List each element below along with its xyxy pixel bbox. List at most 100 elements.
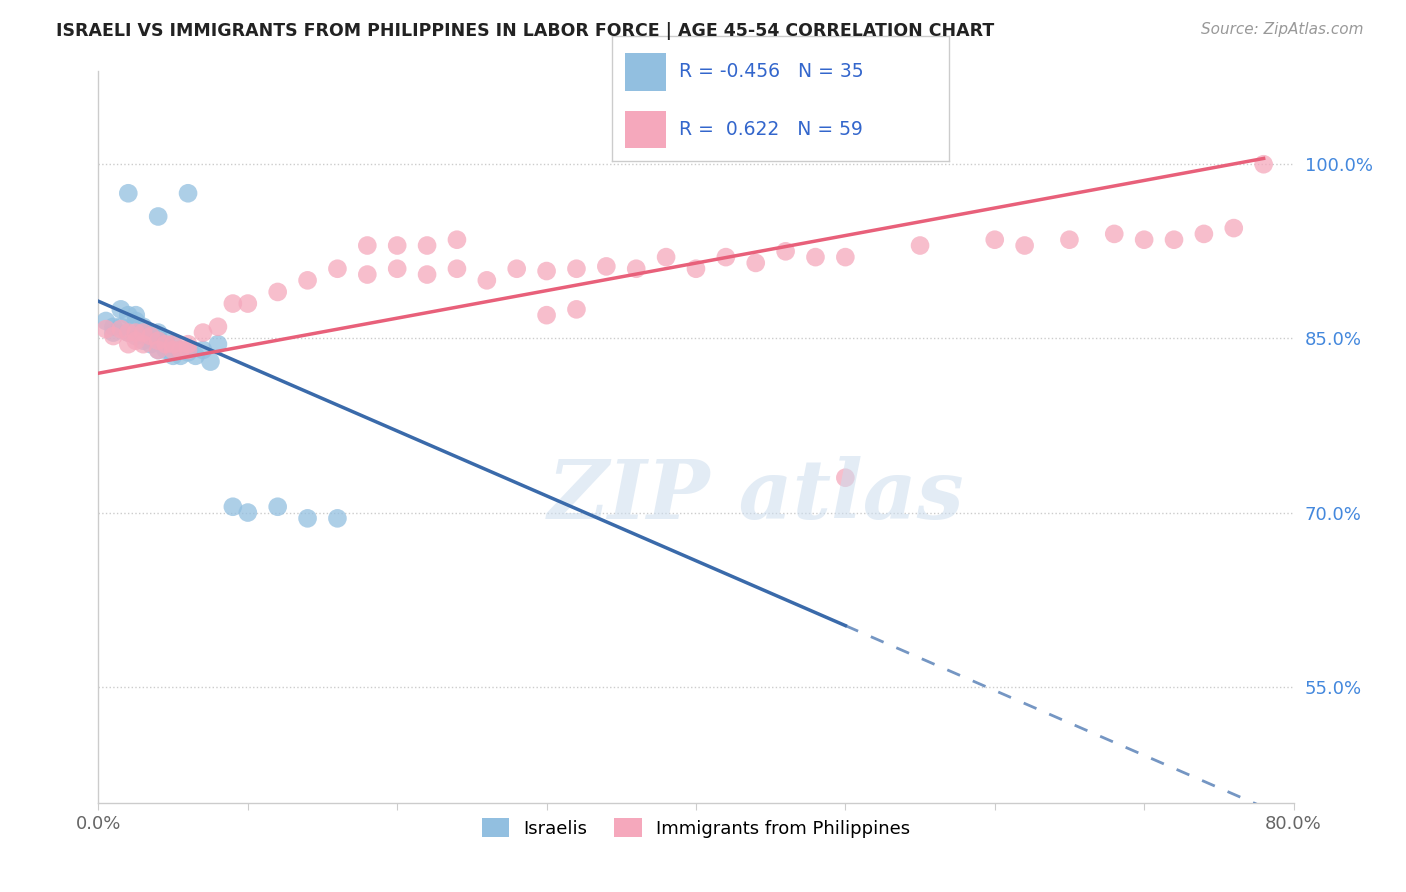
Point: [155, 337, 177, 351]
Point: [1223, 221, 1246, 235]
Point: [148, 343, 170, 357]
Point: [356, 268, 378, 282]
Point: [125, 326, 148, 340]
Point: [385, 238, 409, 252]
Point: [1163, 233, 1185, 247]
Point: [169, 343, 191, 357]
Point: [103, 319, 125, 334]
Point: [1253, 157, 1275, 171]
Point: [139, 337, 162, 351]
Point: [110, 322, 132, 336]
Point: [139, 326, 162, 340]
Point: [1192, 227, 1215, 241]
Point: [191, 343, 214, 357]
Point: [184, 349, 207, 363]
Point: [125, 308, 148, 322]
Point: [191, 326, 214, 340]
Point: [117, 326, 139, 340]
Point: [177, 186, 200, 201]
Point: [155, 334, 177, 348]
Text: R =  0.622   N = 59: R = 0.622 N = 59: [679, 120, 863, 139]
Text: Source: ZipAtlas.com: Source: ZipAtlas.com: [1201, 22, 1364, 37]
Point: [103, 329, 125, 343]
Point: [595, 260, 617, 274]
Point: [148, 331, 170, 345]
Point: [745, 256, 768, 270]
Point: [103, 326, 125, 340]
Point: [267, 500, 290, 514]
Point: [506, 261, 529, 276]
Point: [162, 337, 184, 351]
Point: [297, 511, 319, 525]
Point: [125, 334, 148, 348]
Point: [536, 308, 558, 322]
Text: R = -0.456   N = 35: R = -0.456 N = 35: [679, 62, 863, 81]
Point: [267, 285, 290, 299]
Point: [626, 261, 648, 276]
Point: [834, 250, 856, 264]
Point: [148, 326, 170, 340]
Point: [94, 322, 117, 336]
Point: [117, 337, 139, 351]
Bar: [626, 111, 665, 148]
Point: [169, 349, 191, 363]
Point: [775, 244, 797, 259]
Point: [984, 233, 1007, 247]
Point: [162, 337, 184, 351]
Point: [148, 343, 170, 357]
Point: [222, 500, 245, 514]
Point: [1059, 233, 1081, 247]
Point: [385, 261, 409, 276]
Point: [177, 343, 200, 357]
Point: [94, 314, 117, 328]
Point: [236, 296, 259, 310]
Point: [162, 343, 184, 357]
Point: [416, 268, 439, 282]
Point: [475, 273, 498, 287]
Point: [148, 334, 170, 348]
Text: ISRAELI VS IMMIGRANTS FROM PHILIPPINES IN LABOR FORCE | AGE 45-54 CORRELATION CH: ISRAELI VS IMMIGRANTS FROM PHILIPPINES I…: [56, 22, 994, 40]
Text: ZIP atlas: ZIP atlas: [547, 456, 965, 535]
Point: [685, 261, 707, 276]
Point: [714, 250, 737, 264]
Point: [132, 326, 155, 340]
Point: [834, 471, 856, 485]
Point: [655, 250, 678, 264]
Point: [356, 238, 378, 252]
Point: [132, 337, 155, 351]
Point: [155, 343, 177, 357]
Point: [908, 238, 931, 252]
Point: [110, 302, 132, 317]
Point: [162, 349, 184, 363]
Point: [177, 343, 200, 357]
Point: [177, 337, 200, 351]
Point: [125, 329, 148, 343]
Point: [177, 345, 200, 359]
Point: [148, 210, 170, 224]
Point: [1133, 233, 1156, 247]
Point: [169, 343, 191, 357]
Point: [132, 319, 155, 334]
Point: [110, 319, 132, 334]
Point: [565, 261, 588, 276]
Point: [125, 314, 148, 328]
Point: [117, 308, 139, 322]
Point: [236, 506, 259, 520]
Legend: Israelis, Immigrants from Philippines: Israelis, Immigrants from Philippines: [475, 811, 917, 845]
Point: [139, 329, 162, 343]
Point: [132, 326, 155, 340]
Point: [565, 302, 588, 317]
Point: [326, 261, 349, 276]
Point: [446, 261, 468, 276]
Point: [297, 273, 319, 287]
Point: [200, 354, 222, 368]
Point: [416, 238, 439, 252]
Point: [207, 337, 229, 351]
Point: [536, 264, 558, 278]
Point: [222, 296, 245, 310]
Point: [326, 511, 349, 525]
Point: [1014, 238, 1036, 252]
Point: [446, 233, 468, 247]
Point: [1104, 227, 1126, 241]
Point: [804, 250, 827, 264]
